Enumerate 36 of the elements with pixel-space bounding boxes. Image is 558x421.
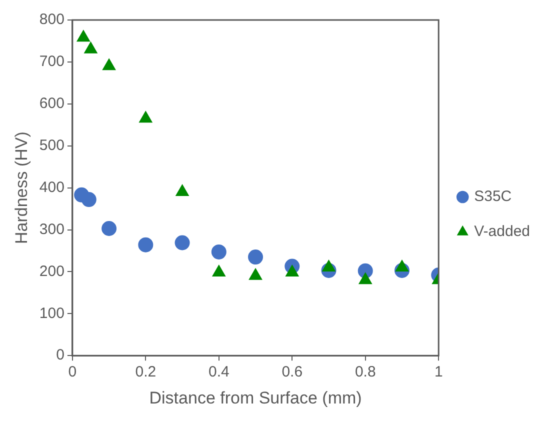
y-tick-label: 100 (39, 304, 64, 322)
y-tick-label: 500 (39, 136, 64, 154)
x-axis-title: Distance from Surface (mm) (149, 388, 362, 408)
y-tick-label: 400 (39, 178, 64, 196)
x-tick-label: 1 (434, 364, 443, 381)
legend-label: V-added (474, 223, 530, 240)
y-tick-label: 700 (39, 53, 64, 70)
point (76, 30, 90, 42)
point (176, 184, 189, 196)
point (322, 260, 336, 272)
y-tick-label: 300 (39, 220, 64, 238)
y-tick-label: 200 (39, 262, 64, 280)
y-tick-label: 800 (39, 11, 64, 28)
x-tick-label: 0.8 (354, 364, 376, 381)
y-tick-label: 0 (56, 346, 64, 364)
y-tick-label: 600 (39, 95, 64, 112)
point (138, 237, 154, 252)
legend-label: S35C (474, 188, 512, 206)
point (248, 250, 264, 265)
x-tick-label: 0.2 (135, 364, 156, 381)
point (358, 272, 372, 284)
point (174, 235, 190, 250)
point (212, 265, 226, 277)
y-axis-title: Hardness (HV) (12, 132, 31, 244)
point (84, 42, 98, 54)
point (139, 111, 152, 123)
point (211, 244, 226, 260)
point (248, 268, 262, 280)
x-tick-label: 0.6 (282, 364, 303, 381)
point (102, 220, 117, 236)
point (81, 192, 96, 208)
point (395, 260, 409, 272)
x-tick-label: 0.4 (208, 364, 230, 381)
point (102, 58, 116, 70)
x-tick-label: 0 (68, 364, 77, 381)
point (286, 265, 299, 277)
